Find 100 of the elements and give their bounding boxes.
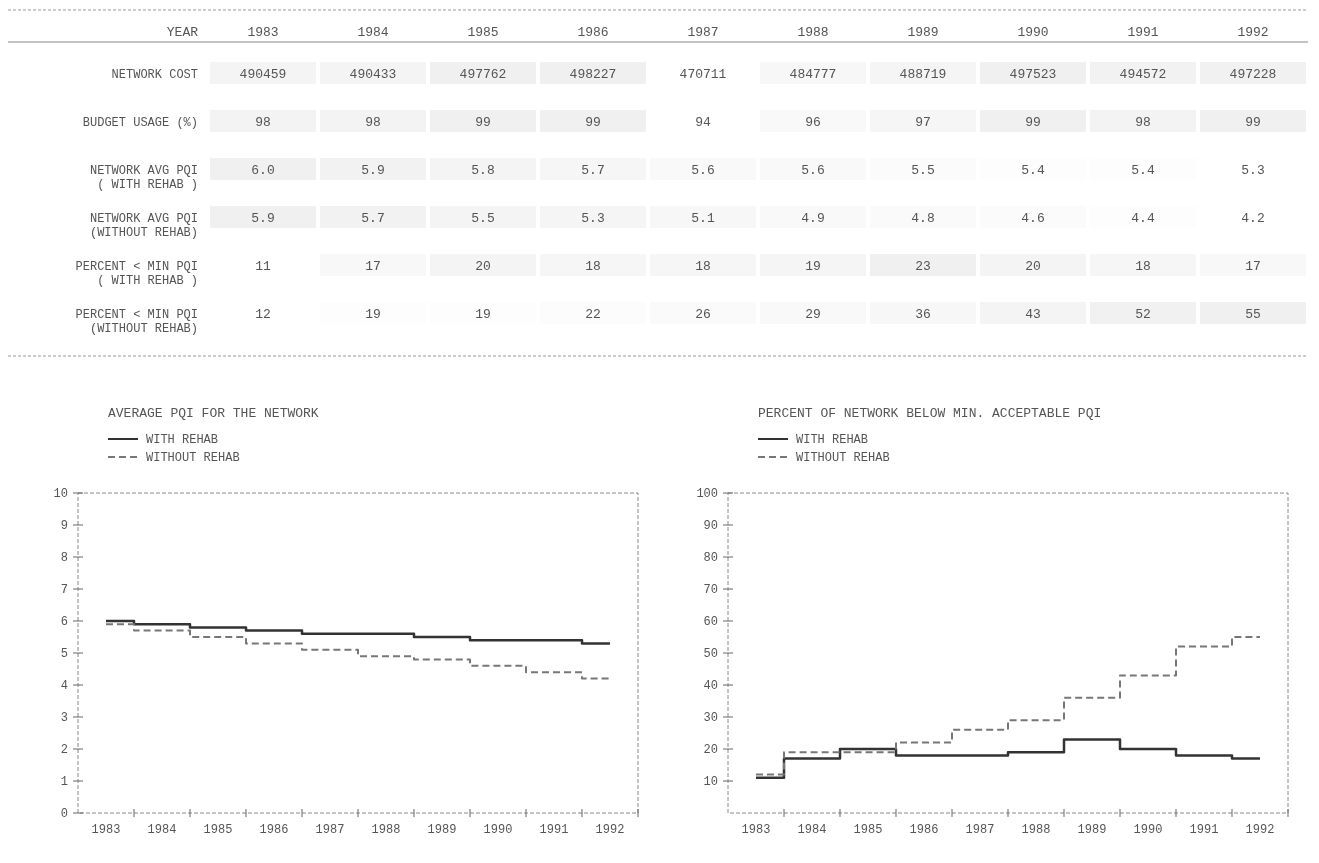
y-tick-label: 100 <box>696 487 718 502</box>
y-tick-label: 20 <box>703 743 718 758</box>
legend-label: WITHOUT REHAB <box>146 451 240 465</box>
data-label: 4.4 <box>1131 211 1155 226</box>
x-tick-label: 1989 <box>427 823 457 837</box>
data-label: 5.7 <box>581 163 605 178</box>
x-tick-label: 1985 <box>467 25 499 40</box>
data-label: 5.6 <box>801 163 825 178</box>
data-label: 490459 <box>239 67 287 82</box>
data-label: 470711 <box>679 67 727 82</box>
data-label: 4.6 <box>1021 211 1045 226</box>
chart-title: PERCENT OF NETWORK BELOW MIN. ACCEPTABLE PQI <box>758 406 1102 421</box>
chart-title: AVERAGE PQI FOR THE NETWORK <box>108 406 319 421</box>
data-label: 18 <box>585 259 601 274</box>
y-tick-label: 8 <box>60 551 68 566</box>
x-tick-label: 1986 <box>259 823 289 837</box>
x-tick-label: 1983 <box>91 823 121 837</box>
data-label: 484777 <box>789 67 837 82</box>
y-tick-label: NETWORK AVG PQI ( WITH REHAB ) <box>89 164 198 192</box>
data-label: 5.4 <box>1021 163 1045 178</box>
data-label: 494572 <box>1119 67 1167 82</box>
data-label: 4.2 <box>1241 211 1265 226</box>
x-tick-label: 1992 <box>595 823 625 837</box>
data-label: 19 <box>365 307 381 322</box>
x-tick-label: 1991 <box>1127 25 1159 40</box>
x-tick-label: 1983 <box>741 823 771 837</box>
x-tick-label: 1990 <box>1133 823 1163 837</box>
data-label: 5.4 <box>1131 163 1155 178</box>
data-label: 498227 <box>569 67 617 82</box>
y-tick-label: 10 <box>703 775 718 790</box>
data-label: 29 <box>805 307 821 322</box>
data-label: 18 <box>695 259 711 274</box>
data-label: 11 <box>255 259 271 274</box>
legend-label: WITH REHAB <box>146 433 219 447</box>
y-tick-label: 90 <box>703 519 718 534</box>
y-tick-label: 30 <box>703 711 718 726</box>
x-tick-label: 1984 <box>357 25 389 40</box>
data-label: 98 <box>255 115 271 130</box>
legend-label: WITHOUT REHAB <box>796 451 890 465</box>
x-tick-label: 1984 <box>797 823 827 837</box>
data-label: 97 <box>915 115 931 130</box>
data-label: 497762 <box>459 67 507 82</box>
data-label: 99 <box>475 115 491 130</box>
y-tick-label: 1 <box>60 775 68 790</box>
data-label: 94 <box>695 115 711 130</box>
data-label: 23 <box>915 259 931 274</box>
x-tick-label: 1992 <box>1237 25 1269 40</box>
data-label: 99 <box>1025 115 1041 130</box>
data-label: 26 <box>695 307 711 322</box>
y-tick-label: NETWORK AVG PQI (WITHOUT REHAB) <box>89 212 198 240</box>
data-label: 43 <box>1025 307 1041 322</box>
x-tick-label: 1987 <box>315 823 345 837</box>
x-tick-label: 1988 <box>371 823 401 837</box>
y-tick-label: 40 <box>703 679 718 694</box>
data-label: 99 <box>1245 115 1261 130</box>
x-tick-label: 1991 <box>1189 823 1219 837</box>
x-axis-title: YEAR <box>166 25 199 40</box>
y-tick-label: 4 <box>60 679 68 694</box>
y-tick-label: 60 <box>703 615 718 630</box>
y-tick-label: PERCENT < MIN PQI (WITHOUT REHAB) <box>75 308 198 336</box>
data-label: 52 <box>1135 307 1151 322</box>
x-tick-label: 1991 <box>539 823 569 837</box>
y-tick-label: 10 <box>53 487 68 502</box>
x-tick-label: 1983 <box>247 25 279 40</box>
y-tick-label: 3 <box>60 711 68 726</box>
x-tick-label: 1986 <box>577 25 609 40</box>
data-label: 20 <box>1025 259 1041 274</box>
data-label: 20 <box>475 259 491 274</box>
x-tick-label: 1986 <box>909 823 939 837</box>
y-tick-label: 0 <box>60 807 68 822</box>
data-label: 18 <box>1135 259 1151 274</box>
y-tick-label: 80 <box>703 551 718 566</box>
x-tick-label: 1987 <box>965 823 995 837</box>
x-tick-label: 1985 <box>203 823 233 837</box>
y-tick-label: PERCENT < MIN PQI ( WITH REHAB ) <box>75 260 198 288</box>
x-tick-label: 1989 <box>1077 823 1107 837</box>
y-tick-label: BUDGET USAGE (%) <box>82 116 198 130</box>
y-tick-label: NETWORK COST <box>111 68 198 82</box>
x-tick-label: 1990 <box>483 823 513 837</box>
data-label: 5.5 <box>471 211 495 226</box>
y-tick-label: 2 <box>60 743 68 758</box>
data-label: 5.3 <box>581 211 605 226</box>
x-tick-label: 1990 <box>1017 25 1049 40</box>
data-label: 96 <box>805 115 821 130</box>
x-tick-label: 1989 <box>907 25 939 40</box>
data-label: 98 <box>365 115 381 130</box>
x-tick-label: 1988 <box>1021 823 1051 837</box>
data-label: 5.8 <box>471 163 495 178</box>
y-tick-label: 7 <box>60 583 68 598</box>
data-label: 5.5 <box>911 163 935 178</box>
x-tick-label: 1987 <box>687 25 719 40</box>
data-label: 5.9 <box>361 163 385 178</box>
data-label: 22 <box>585 307 601 322</box>
y-tick-label: 50 <box>703 647 718 662</box>
data-label: 98 <box>1135 115 1151 130</box>
data-label: 19 <box>475 307 491 322</box>
data-label: 497523 <box>1009 67 1057 82</box>
data-label: 5.7 <box>361 211 385 226</box>
y-tick-label: 5 <box>60 647 68 662</box>
x-tick-label: 1992 <box>1245 823 1275 837</box>
